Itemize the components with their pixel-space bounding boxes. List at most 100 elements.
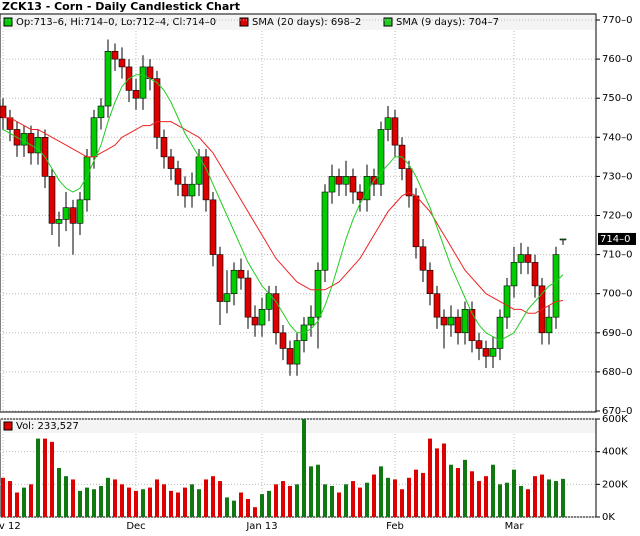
y-tick-label: 750–0 [602, 93, 632, 104]
candle-body [391, 117, 399, 146]
legend-swatch [3, 17, 13, 27]
candle-body [258, 309, 266, 326]
volume-bar [365, 482, 369, 517]
candle-body [104, 50, 112, 107]
volume-bar [176, 492, 180, 517]
last-price-box [598, 232, 636, 245]
y-tick-label: 700–0 [602, 289, 632, 300]
candle-body [454, 316, 462, 334]
candle-body [349, 176, 357, 193]
volume-bar [43, 438, 47, 517]
candle-body [111, 50, 119, 60]
candle-body [510, 262, 518, 287]
candle-body [0, 105, 7, 119]
volume-bar [8, 481, 12, 517]
candle-body [27, 133, 35, 154]
candle-body [384, 117, 392, 130]
volume-bar [344, 484, 348, 517]
y-tick-label: 730–0 [602, 171, 632, 182]
volume-bar [316, 464, 320, 517]
candle-body [34, 137, 42, 154]
volume-bar [428, 438, 432, 517]
candle-body [356, 191, 364, 201]
legend-swatch [383, 17, 393, 27]
volume-bar [134, 490, 138, 517]
y-tick-label: 0K [602, 512, 615, 523]
volume-bar [218, 481, 222, 517]
volume-bar [295, 484, 299, 517]
volume-bar [400, 489, 404, 517]
volume-bar [99, 485, 103, 517]
legend-bg [1, 420, 595, 433]
candle-body [76, 199, 84, 224]
volume-bar [498, 484, 502, 517]
candle-body [181, 183, 189, 197]
volume-bar [64, 476, 68, 517]
candle-body [328, 176, 336, 193]
volume-bar [309, 466, 313, 517]
volume-bar [372, 474, 376, 517]
candle-body [335, 176, 343, 185]
volume-bar [386, 477, 390, 517]
candle-body [146, 66, 154, 79]
volume-bar [246, 499, 250, 517]
volume-bar [491, 464, 495, 517]
candle-body [342, 176, 350, 185]
volume-bar [393, 479, 397, 517]
y-tick-label: 600K [602, 414, 628, 425]
candle-body [118, 58, 126, 68]
volume-bar [470, 471, 474, 517]
volume-bar [29, 484, 33, 517]
candle-body [237, 269, 245, 279]
legend-ohlc: Op:713–6, Hi:714–0, Lo:712–4, Cl:714–0 [16, 17, 216, 28]
volume-bar [71, 479, 75, 517]
chart-title: ZCK13 - Corn - Daily Candlestick Chart [2, 0, 240, 13]
candle-body [496, 316, 504, 349]
candle-body [433, 293, 441, 318]
candle-body [209, 199, 217, 255]
volume-bar [274, 484, 278, 517]
volume-bar [211, 476, 215, 517]
x-tick-label: Dec [126, 521, 145, 532]
candle-body [20, 133, 28, 146]
candle-body [160, 137, 168, 158]
volume-bar [330, 485, 334, 517]
volume-bar [512, 469, 516, 517]
candle-body [363, 176, 371, 201]
volume-bar [358, 487, 362, 517]
candle-body [139, 66, 147, 99]
volume-bar [232, 500, 236, 517]
volume-bar [239, 492, 243, 517]
candle-body [517, 254, 525, 263]
volume-bar [169, 490, 173, 517]
volume-bar [57, 468, 61, 517]
candle-body [440, 316, 448, 326]
volume-bar [519, 485, 523, 517]
volume-bar [162, 484, 166, 517]
volume-bar [533, 476, 537, 517]
volume-bar [113, 479, 117, 517]
volume-bar [148, 487, 152, 517]
volume-bar [407, 477, 411, 517]
candle-body [244, 277, 252, 318]
legend-sma20: SMA (20 days): 698–2 [252, 17, 361, 28]
candle-body [503, 285, 511, 318]
y-tick-label: 770–0 [602, 15, 632, 26]
volume-bar [127, 487, 131, 517]
candle-body [468, 309, 476, 341]
y-tick-label: 680–0 [602, 367, 632, 378]
candle-body [293, 340, 301, 365]
volume-bar [253, 507, 257, 517]
candle-body [559, 238, 567, 241]
volume-bar [260, 494, 264, 517]
candle-body [251, 316, 259, 326]
volume-bar [288, 485, 292, 517]
candle-body [83, 156, 91, 201]
candle-body [321, 191, 329, 271]
volume-bar [225, 497, 229, 517]
candle-body [531, 262, 539, 287]
candle-body [90, 117, 98, 158]
volume-bar [302, 419, 306, 517]
candle-body [419, 246, 427, 271]
last-price-label: 714–0 [600, 234, 630, 245]
